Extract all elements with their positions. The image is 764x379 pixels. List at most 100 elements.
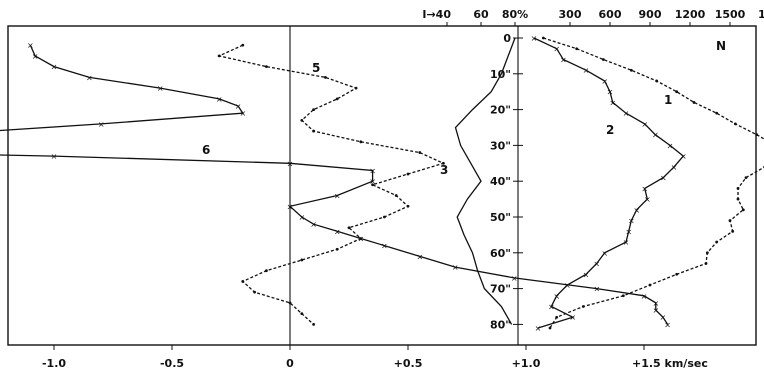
series-5-point: [383, 215, 386, 219]
series-2-point: ×: [641, 184, 648, 193]
arcsec-tick-label: 40": [490, 175, 511, 188]
series-1-point: [715, 240, 719, 244]
series-6-point: ×: [660, 313, 667, 322]
series-5-point: [312, 323, 315, 326]
series-6-point: ×: [239, 109, 246, 118]
series-6-point: ×: [381, 242, 388, 251]
series-2-label: 2: [606, 123, 614, 137]
series-1-point: [715, 111, 719, 115]
intensity-tick-label: 60: [473, 8, 489, 21]
series-1-point: [629, 68, 633, 72]
arcsec-tick-label: 0: [503, 32, 511, 45]
series-2-point: ×: [560, 55, 567, 64]
series-5-point: [442, 161, 445, 165]
series-6-point: ×: [511, 274, 518, 283]
series-6-point: ×: [27, 41, 34, 50]
series-2-point: ×: [660, 174, 667, 183]
field-tick-label: 300: [559, 8, 582, 21]
series-5-point: [288, 301, 292, 305]
series-5-point: [335, 97, 339, 101]
velocity-x-axis: -2.0-1.5-1.0-0.50+0.5+1.0+1.5 km/sec: [42, 345, 708, 370]
series-1-point: [731, 229, 735, 233]
field-tick-label: 600: [599, 8, 622, 21]
series-6-point: ×: [51, 152, 58, 161]
arcsec-tick-label: 30": [490, 139, 511, 152]
series-2-point: ×: [553, 45, 560, 54]
series-1-point: [621, 294, 625, 298]
series-6-point: ×: [452, 263, 459, 272]
series-layer: × × × × × × × × × × × × × × × × × × × × × × × × × × × × × × × × × × × × × × × ×…: [0, 34, 764, 333]
series-1-point: [575, 47, 579, 51]
y-axis: 010"20"30"40"50"60"70"80": [490, 32, 523, 331]
velocity-tick-label: -1.0: [42, 357, 66, 370]
series-2-point: ×: [680, 152, 687, 161]
series-1-label: 1: [664, 93, 672, 107]
series-6-point: ×: [310, 220, 317, 229]
series-1-point: [755, 133, 759, 137]
series-1-point: [736, 197, 740, 201]
series-6-label: 6: [202, 143, 210, 157]
series-2-point: ×: [667, 141, 674, 150]
series-6-point: ×: [287, 202, 294, 211]
plot-frame: [7, 25, 757, 346]
series-5-point: [300, 312, 304, 316]
series-5-point: [406, 204, 410, 208]
arcsec-tick-label: 20": [490, 104, 511, 117]
series-5-point: [265, 65, 268, 69]
series-2-point: ×: [607, 88, 614, 97]
series-2-point: ×: [593, 260, 600, 269]
series-1-point: [675, 90, 679, 94]
velocity-tick-label: -0.5: [160, 357, 184, 370]
intensity-tick-label: I→40: [422, 8, 451, 21]
series-6-point: ×: [216, 95, 223, 104]
series-3-line: [454, 37, 516, 325]
series-1-point: [648, 283, 652, 287]
series-5-point: [394, 194, 398, 197]
plot-border: [7, 25, 757, 346]
series-1-point: [744, 176, 748, 180]
labels-layer: 6 5 3 1 2: [202, 61, 672, 177]
field-tick-label: 1200: [675, 8, 706, 21]
series-2-point: ×: [644, 195, 651, 204]
series-5-point: [312, 108, 315, 111]
series-5-line: [217, 44, 446, 325]
series-6-point: ×: [652, 299, 659, 308]
series-2-point: ×: [652, 131, 659, 140]
series-2-point: ×: [601, 249, 608, 258]
series-2-point: ×: [641, 120, 648, 129]
series-6-point: ×: [32, 52, 39, 61]
series-5-point: [406, 172, 410, 176]
series-1-point: [555, 315, 559, 319]
series-6-point: ×: [235, 102, 242, 111]
series-1-point: [601, 58, 605, 61]
series-1-point: [733, 122, 737, 126]
velocity-tick-label: 0: [286, 357, 294, 370]
series-6-point: ×: [593, 285, 600, 294]
series-6-point: ×: [664, 320, 671, 329]
series-6-point: ×: [416, 252, 423, 261]
series-6-point: ×: [51, 63, 58, 72]
top-axis: I→40 60 80% 300 600 900 1200 1500 1800 G N: [422, 8, 764, 53]
series-5-point: [241, 280, 245, 283]
velocity-tick-label: +1.5 km/sec: [632, 357, 708, 370]
arcsec-tick-label: 60": [490, 247, 511, 260]
series-2-point: ×: [531, 34, 538, 43]
series-6-point: ×: [287, 159, 294, 168]
series-6-point: ×: [369, 177, 376, 186]
series-1-point: [581, 305, 585, 308]
arcsec-tick-label: 50": [490, 211, 511, 224]
series-2-point: ×: [623, 238, 630, 247]
series-6-point: ×: [641, 292, 648, 301]
series-5-point: [347, 226, 351, 230]
series-2-point: ×: [569, 313, 576, 322]
series-5-point: [300, 258, 304, 262]
series-5-point: [265, 269, 268, 273]
series-6-point: ×: [157, 84, 164, 93]
series-1-point: [741, 208, 745, 212]
series-5-point: [312, 129, 315, 133]
series-1-point: [675, 272, 679, 276]
series-1-point: [548, 326, 552, 330]
arcsec-tick-label: 70": [490, 283, 511, 296]
series-5-point: [253, 290, 256, 294]
